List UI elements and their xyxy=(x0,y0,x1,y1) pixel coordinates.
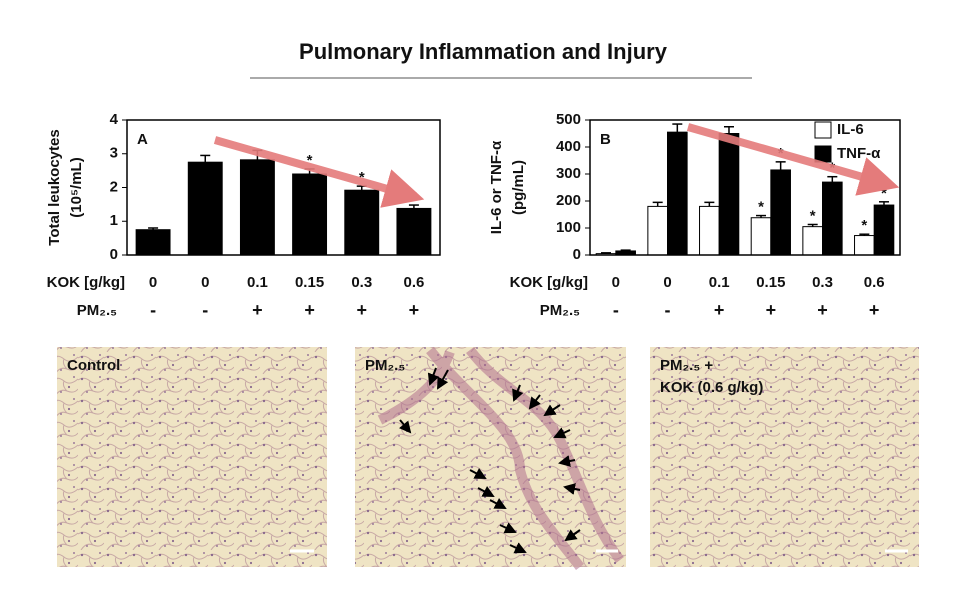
plot-frame xyxy=(589,119,901,256)
histology-image xyxy=(355,347,626,567)
y-tick-label: 100 xyxy=(556,219,581,236)
bar xyxy=(292,173,328,256)
y-axis-label: (pg/mL) xyxy=(510,160,527,215)
histology-image xyxy=(57,347,327,567)
image-label: PM₂.₅ + xyxy=(660,357,713,374)
significance-mark: * xyxy=(411,188,417,205)
x-tick-label: 0.15 xyxy=(756,274,785,291)
lesion-arrows xyxy=(398,367,581,554)
y-tick-label: 0 xyxy=(110,246,118,263)
legend-label: IL-6 xyxy=(837,121,864,138)
histology-image xyxy=(650,347,919,567)
x-axis-label: KOK [g/kg] xyxy=(47,274,125,291)
bar xyxy=(135,229,171,256)
bar xyxy=(750,217,772,256)
pm-sign: + xyxy=(817,300,828,320)
slide-title: Pulmonary Inflammation and Injury xyxy=(299,39,668,64)
panel-label: A xyxy=(137,131,148,148)
significance-mark: * xyxy=(881,185,887,202)
trend-arrow xyxy=(213,136,425,208)
x-tick-label: 0 xyxy=(149,274,157,291)
pm-sign: + xyxy=(869,300,880,320)
x-tick-label: 0.3 xyxy=(812,274,833,291)
bar xyxy=(873,204,895,256)
x-tick-label: 0.1 xyxy=(247,274,268,291)
histology-panels xyxy=(57,346,919,570)
tissue-infiltrate xyxy=(377,346,625,570)
x-tick-label: 0 xyxy=(663,274,671,291)
x-tick-label: 0.3 xyxy=(351,274,372,291)
x-tick-label: 0 xyxy=(201,274,209,291)
y-tick-label: 200 xyxy=(556,192,581,209)
bar xyxy=(667,131,688,256)
significance-mark: * xyxy=(307,152,313,169)
y-tick-label: 300 xyxy=(556,165,581,182)
y-tick-label: 3 xyxy=(110,145,118,162)
significance-mark: * xyxy=(810,207,816,224)
legend-swatch xyxy=(814,121,832,139)
trend-arrow xyxy=(686,123,900,196)
pm-sign: + xyxy=(356,300,367,320)
bar xyxy=(802,226,823,256)
y-tick-label: 0 xyxy=(573,246,581,263)
significance-mark: * xyxy=(861,217,867,234)
bar xyxy=(718,133,740,256)
pm-sign: - xyxy=(665,300,671,320)
bar xyxy=(239,159,275,256)
pm-sign: - xyxy=(613,300,619,320)
pm-label: PM₂.₅ xyxy=(77,302,117,319)
bar xyxy=(822,181,843,256)
image-label: KOK (0.6 g/kg) xyxy=(660,379,763,396)
x-tick-label: 0.6 xyxy=(864,274,885,291)
legend-swatch xyxy=(814,145,832,163)
bar xyxy=(770,169,791,256)
y-axis-label: (10⁵/mL) xyxy=(68,157,85,217)
bar xyxy=(396,207,432,256)
y-tick-label: 1 xyxy=(110,212,118,229)
legend-label: TNF-α xyxy=(837,145,881,162)
image-labels: Control PM₂.₅ PM₂.₅ + KOK (0.6 g/kg) xyxy=(67,357,763,396)
y-axis-label: Total leukocytes xyxy=(46,129,63,245)
plot-frame xyxy=(126,119,441,256)
bar xyxy=(187,161,223,256)
pm-sign: + xyxy=(409,300,420,320)
bar xyxy=(854,235,875,256)
y-axis-label: IL-6 or TNF-α xyxy=(488,140,505,234)
pm-sign: + xyxy=(252,300,263,320)
y-tick-label: 400 xyxy=(556,138,581,155)
bar xyxy=(647,205,668,256)
x-tick-label: 0.6 xyxy=(403,274,424,291)
x-axis-label: KOK [g/kg] xyxy=(510,274,588,291)
pm-sign: - xyxy=(202,300,208,320)
bar xyxy=(699,205,720,256)
y-tick-label: 4 xyxy=(110,111,119,128)
image-label: PM₂.₅ xyxy=(365,357,405,374)
image-label: Control xyxy=(67,357,120,374)
y-tick-label: 500 xyxy=(556,111,581,128)
x-tick-label: 0.15 xyxy=(295,274,324,291)
charts: 0 1 2 3 4 Total leukocytes (10⁵/mL) KOK [g/kg] P… xyxy=(46,111,901,320)
pm-sign: - xyxy=(150,300,156,320)
pm-sign: + xyxy=(766,300,777,320)
pm-sign: + xyxy=(304,300,315,320)
y-tick-label: 2 xyxy=(110,178,118,195)
pm-sign: + xyxy=(714,300,725,320)
x-tick-label: 0.1 xyxy=(709,274,730,291)
x-tick-label: 0 xyxy=(612,274,620,291)
panel-label: B xyxy=(600,131,611,148)
significance-mark: * xyxy=(758,199,764,216)
pm-label: PM₂.₅ xyxy=(540,302,580,319)
bar xyxy=(344,189,380,256)
